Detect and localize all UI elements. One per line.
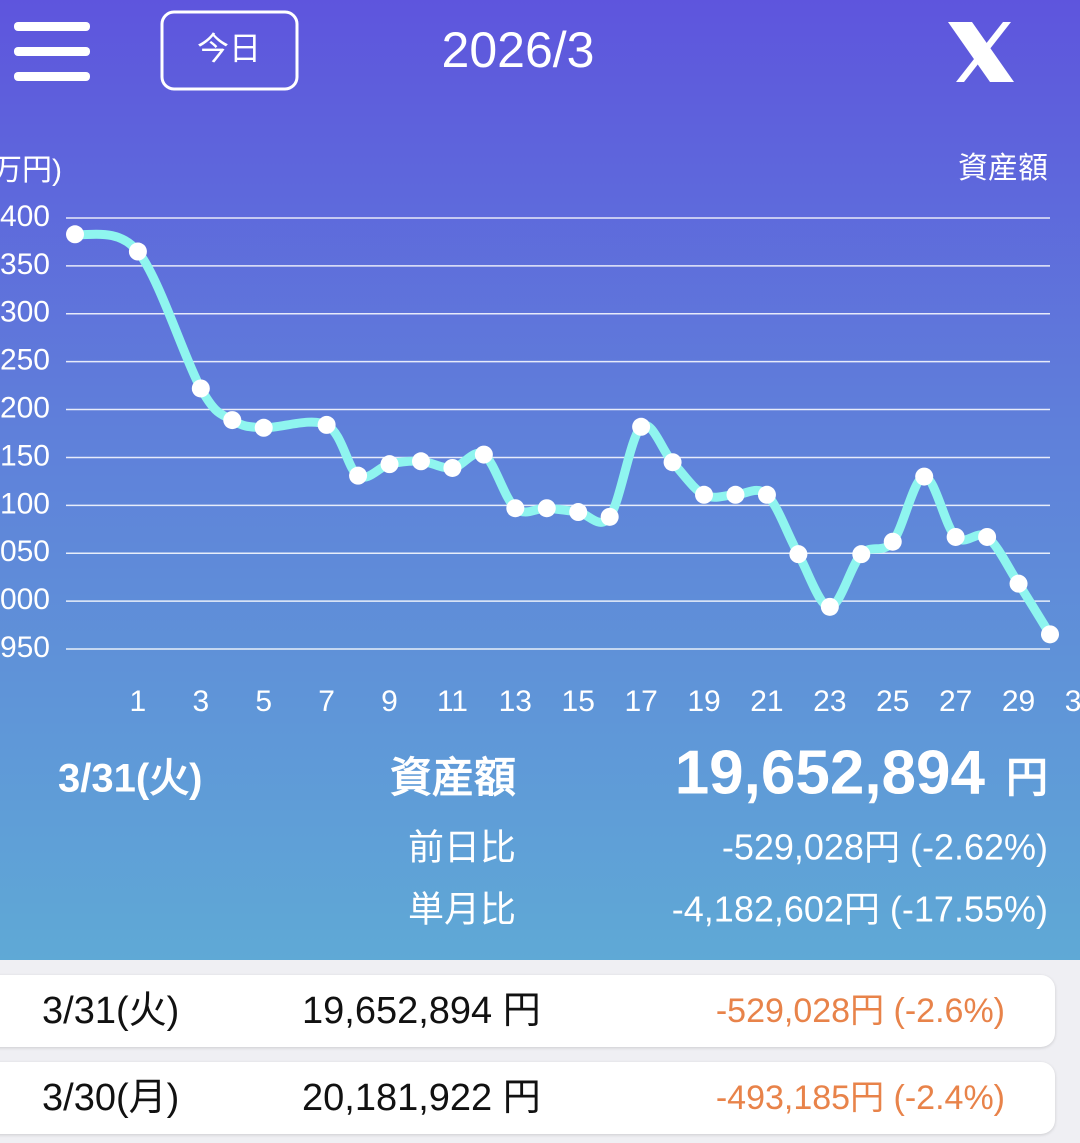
data-point (915, 467, 934, 486)
month-label: 単月比 (408, 889, 516, 930)
day-label: 前日比 (408, 827, 516, 868)
y-tick-label: 2,000 (0, 583, 50, 616)
menu-icon[interactable] (14, 22, 90, 81)
x-tick-label: 3 (192, 685, 209, 718)
data-point (66, 225, 84, 244)
row-amount: 20,181,922 円 (302, 1077, 541, 1119)
x-tick-label: 17 (624, 685, 657, 718)
today-label[interactable]: 今日 (197, 30, 261, 66)
x-logo[interactable] (948, 22, 1014, 82)
x-tick-label: 23 (813, 685, 846, 718)
y-tick-label: 2,200 (0, 391, 50, 424)
x-tick-label: 1 (130, 685, 147, 718)
data-point (537, 499, 556, 518)
data-point (1041, 625, 1059, 644)
summary-label: 資産額 (390, 754, 516, 801)
x-tick-label: 11 (437, 685, 468, 718)
data-point (474, 445, 493, 464)
x-tick-label: 25 (876, 685, 909, 718)
day-change: -529,028円 (-2.62%) (722, 827, 1048, 868)
summary-date: 3/31(火) (58, 757, 203, 801)
data-point (757, 485, 776, 504)
x-tick-label: 9 (381, 685, 398, 718)
chart: 今日 2026/3 (万円) 資産額 3/31(火) 資産額 19,652,89… (0, 10, 1080, 930)
x-tick-label: 31 (1065, 685, 1080, 718)
data-point (443, 458, 462, 477)
summary-unit: 円 (1006, 754, 1048, 801)
data-point (820, 597, 839, 616)
row-date: 3/30(月) (42, 1077, 180, 1119)
data-point (128, 242, 147, 261)
y-tick-label: 2,250 (0, 344, 50, 377)
y-tick-label: 2,100 (0, 487, 50, 520)
x-tick-label: 13 (499, 685, 532, 718)
data-point (506, 499, 525, 518)
data-point (411, 452, 430, 471)
summary-amount: 19,652,894 (675, 738, 986, 807)
data-point (978, 527, 997, 546)
data-point (317, 415, 336, 434)
y-tick-label: 2,300 (0, 296, 50, 329)
data-point (852, 545, 871, 564)
x-tick-label: 19 (687, 685, 720, 718)
data-point (569, 503, 588, 522)
x-tick-label: 29 (1002, 685, 1035, 718)
row-amount: 19,652,894 円 (302, 990, 541, 1032)
y-axis-label: (万円) (0, 154, 62, 187)
x-tick-label: 15 (562, 685, 595, 718)
data-point (1009, 574, 1028, 593)
data-point (254, 418, 273, 437)
data-point (946, 527, 965, 546)
data-point (883, 532, 902, 551)
today-button[interactable] (160, 10, 299, 91)
top-panel: 今日 2026/3 (万円) 資産額 3/31(火) 資産額 19,652,89… (0, 0, 1080, 960)
y-tick-label: 1,950 (0, 631, 50, 664)
data-point (663, 453, 682, 472)
data-point (380, 455, 399, 474)
data-point (789, 545, 808, 564)
legend: 資産額 (958, 152, 1048, 185)
month-change: -4,182,602円 (-17.55%) (672, 889, 1048, 930)
x-tick-label: 5 (255, 685, 272, 718)
series-line (73, 229, 1054, 637)
y-tick-label: 2,050 (0, 535, 50, 568)
y-tick-label: 2,150 (0, 439, 50, 472)
data-point (726, 485, 745, 504)
data-point (349, 466, 368, 485)
y-tick-label: 2,350 (0, 248, 50, 281)
data-point (223, 411, 242, 430)
month-title: 2026/3 (442, 22, 595, 78)
y-tick-label: 2,400 (0, 200, 50, 233)
data-point (695, 485, 714, 504)
row-change: -529,028円 (-2.6%) (715, 992, 1005, 1030)
row-change: -493,185円 (-2.4%) (715, 1079, 1005, 1117)
list-row[interactable]: 3/31(火) 19,652,894 円 -529,028円 (-2.6%) (0, 975, 1055, 1047)
x-tick-label: 7 (318, 685, 335, 718)
data-point (632, 417, 651, 436)
list-row[interactable]: 3/30(月) 20,181,922 円 -493,185円 (-2.4%) (0, 1062, 1055, 1134)
row-date: 3/31(火) (42, 990, 180, 1032)
data-point (600, 507, 619, 526)
data-point (191, 379, 210, 398)
x-tick-label: 21 (750, 685, 783, 718)
x-tick-label: 27 (939, 685, 972, 718)
